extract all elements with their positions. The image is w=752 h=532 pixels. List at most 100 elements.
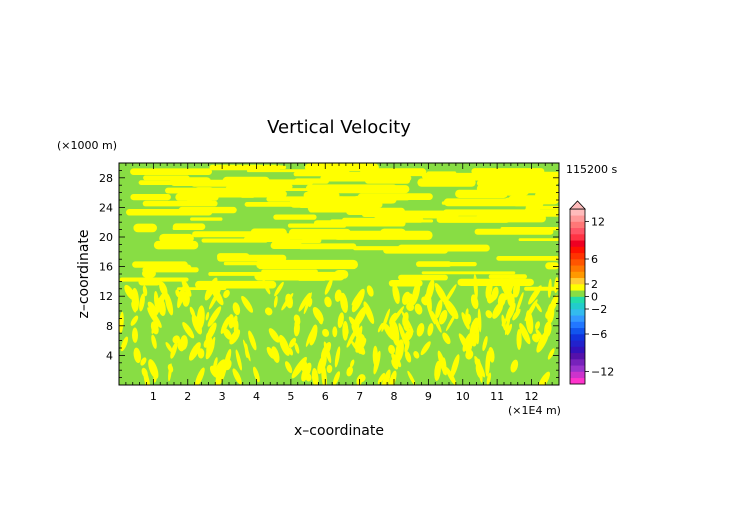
colorbar-segment (570, 296, 585, 304)
field-blob (505, 302, 516, 322)
field-streak (417, 178, 476, 187)
field-blob (407, 370, 416, 385)
field-blob (151, 334, 157, 349)
x-tick-label: 7 (356, 390, 363, 403)
field-blob (408, 293, 415, 308)
field-blob (413, 351, 420, 359)
field-blob (317, 354, 327, 374)
field-blob (528, 285, 542, 305)
field-blob (442, 332, 451, 345)
field-streak (208, 272, 262, 276)
field-blob (232, 315, 238, 328)
field-blob (131, 327, 139, 343)
field-blob (534, 321, 541, 330)
field-streak (133, 223, 157, 233)
field-blob (420, 341, 431, 356)
y-tick-label: 12 (99, 290, 113, 303)
field-blob (344, 326, 349, 336)
colorbar-extend-arrow (569, 200, 586, 210)
field-blob (427, 293, 432, 314)
field-blob (356, 376, 362, 385)
field-blob (140, 357, 147, 366)
field-blob (340, 292, 348, 313)
field-blob (205, 311, 210, 321)
field-blob (506, 323, 513, 336)
x-tick-label: 9 (425, 390, 432, 403)
field-streak (190, 217, 223, 221)
field-streak (293, 171, 371, 177)
field-blob (241, 295, 254, 313)
colorbar-segment (570, 209, 585, 216)
field-blob (206, 322, 217, 341)
field-blob (337, 312, 344, 329)
x-tick-label: 11 (490, 390, 504, 403)
field-blob (473, 274, 478, 300)
field-streak (143, 170, 165, 175)
field-blob (248, 330, 257, 351)
field-blob (268, 328, 280, 343)
field-blob (346, 327, 358, 348)
field-blob (389, 312, 398, 325)
colorbar-tick-label: −6 (591, 328, 607, 341)
field-blob (188, 342, 201, 361)
field-blob (469, 331, 478, 347)
field-blob (535, 328, 545, 343)
field-blob (197, 348, 205, 359)
field-blob (545, 308, 554, 320)
colorbar-segment (570, 277, 585, 285)
colorbar-segment (570, 246, 585, 254)
field-streak (187, 196, 212, 206)
field-blob (355, 325, 363, 349)
field-blob (450, 354, 460, 378)
field-streak (254, 271, 345, 281)
field-blob (434, 360, 441, 381)
field-streak (388, 280, 423, 287)
field-blob (485, 279, 493, 299)
field-streak (270, 242, 303, 249)
field-blob (303, 366, 310, 374)
field-blob (312, 307, 324, 323)
field-blob (148, 359, 159, 379)
field-blob (324, 296, 332, 308)
colorbar-tick-label: 0 (591, 291, 598, 304)
field-blob (373, 350, 381, 375)
field-blob (324, 278, 333, 295)
field-blob (434, 283, 448, 304)
colorbar-segment (570, 259, 585, 266)
velocity-field (119, 163, 559, 385)
field-blob (207, 306, 222, 327)
time-label: 115200 s (566, 163, 617, 176)
colorbar: 12 6 20−2 −6 −12 (569, 200, 614, 385)
field-blob (431, 310, 442, 333)
field-streak (488, 274, 527, 279)
field-blob (392, 284, 400, 304)
field-blob (482, 336, 488, 351)
field-blob (332, 326, 338, 338)
field-blob (242, 339, 251, 362)
field-blob (157, 297, 166, 316)
field-blob (403, 328, 414, 342)
field-streak (476, 184, 559, 194)
field-blob (273, 295, 278, 308)
field-streak (190, 179, 280, 187)
field-blob (266, 346, 275, 359)
field-blob (147, 307, 162, 328)
field-streak (514, 202, 544, 207)
colorbar-segment (570, 265, 585, 272)
field-streak (457, 278, 534, 286)
field-streak (364, 177, 411, 184)
field-blob (346, 366, 353, 377)
colorbar-segment (570, 271, 585, 279)
field-blob (223, 289, 230, 298)
field-blob (274, 281, 284, 297)
colorbar-segment (570, 227, 585, 235)
field-streak (443, 209, 537, 216)
colorbar-segment (570, 371, 585, 379)
field-blob (519, 323, 531, 345)
field-streak (476, 214, 546, 223)
field-streak (159, 233, 194, 243)
field-blob (294, 319, 301, 327)
field-blob (264, 307, 273, 316)
field-blob (513, 280, 520, 298)
field-blob (232, 302, 241, 316)
